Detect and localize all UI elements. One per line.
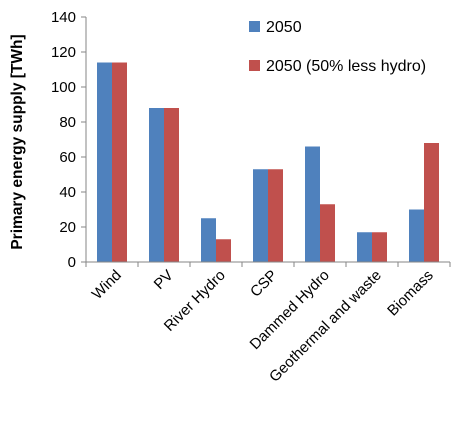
y-tick-label: 140 xyxy=(51,9,76,26)
y-tick-label: 100 xyxy=(51,79,76,96)
bar-series-2 xyxy=(268,169,283,262)
bar-series-2 xyxy=(216,239,231,262)
y-axis-label: Primary energy supply [TWh] xyxy=(9,34,26,249)
y-tick-label: 120 xyxy=(51,44,76,61)
y-tick-label: 80 xyxy=(59,114,76,131)
legend-label: 2050 (50% less hydro) xyxy=(266,58,426,75)
bar-series-1 xyxy=(253,169,268,262)
y-axis-ticks: 0 20 40 60 80 100 120 140 xyxy=(51,9,86,271)
y-tick-label: 20 xyxy=(59,219,76,236)
bar-series-1 xyxy=(97,62,112,262)
bar-series-1 xyxy=(201,218,216,262)
y-tick-label: 0 xyxy=(68,254,76,271)
bar-series-1 xyxy=(357,232,372,262)
bar-series-2 xyxy=(112,62,127,262)
legend: 2050 2050 (50% less hydro) xyxy=(249,19,426,75)
bar-series-2 xyxy=(372,232,387,262)
bar-series-1 xyxy=(305,146,320,262)
bars xyxy=(97,62,439,262)
bar-series-1 xyxy=(149,108,164,262)
legend-swatch xyxy=(249,60,260,71)
bar-series-2 xyxy=(320,204,335,262)
axes xyxy=(85,17,451,267)
x-tick-label: PV xyxy=(151,267,177,293)
bar-series-1 xyxy=(409,209,424,262)
x-tick-label: Wind xyxy=(89,267,125,303)
bar-series-2 xyxy=(164,108,179,262)
legend-swatch xyxy=(249,21,260,32)
x-tick-label: Biomass xyxy=(384,267,437,320)
y-tick-label: 40 xyxy=(59,184,76,201)
y-tick-label: 60 xyxy=(59,149,76,166)
legend-label: 2050 xyxy=(266,19,302,36)
x-tick-label: CSP xyxy=(247,267,281,301)
bar-series-2 xyxy=(424,143,439,262)
